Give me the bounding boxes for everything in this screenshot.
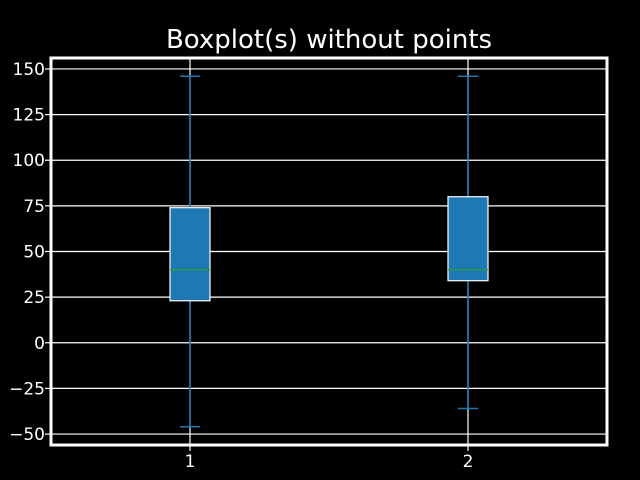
y-tick-label: −25 (9, 379, 45, 399)
y-tick-label: 100 (13, 151, 45, 171)
y-tick-label: −50 (9, 425, 45, 445)
y-tick-label: 0 (34, 334, 45, 354)
x-tick-label: 2 (463, 452, 474, 472)
y-tick-label: 50 (23, 243, 45, 263)
y-tick-label: 25 (23, 288, 45, 308)
x-tick-label: 1 (185, 452, 196, 472)
boxes (169, 75, 489, 428)
y-tick-label: 150 (13, 60, 45, 80)
chart-title: Boxplot(s) without points (166, 25, 492, 55)
iqr-box (447, 196, 489, 282)
iqr-box (169, 207, 211, 302)
y-axis-ticks: −50 −25 0 25 50 75 100 125 150 (9, 60, 51, 445)
y-tick-label: 75 (23, 197, 45, 217)
y-tick-label: 125 (13, 106, 45, 126)
